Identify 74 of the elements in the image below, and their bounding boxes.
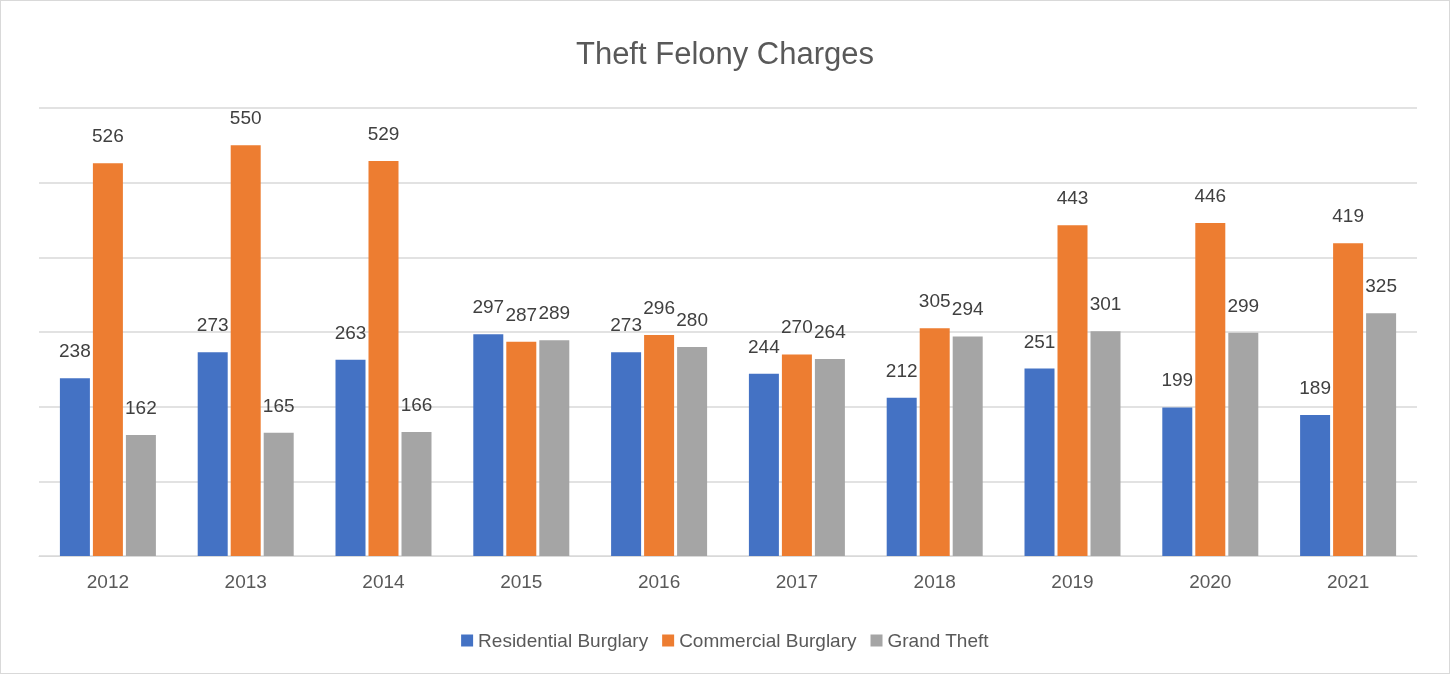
bar — [1162, 407, 1193, 556]
bar — [230, 145, 261, 556]
data-label: 263 — [334, 321, 367, 343]
data-label: 264 — [814, 320, 847, 342]
data-label: 297 — [472, 296, 505, 318]
data-label: 251 — [1023, 330, 1056, 352]
data-label: 325 — [1365, 275, 1397, 297]
legend-label: Grand Theft — [887, 630, 990, 651]
x-tick-label: 2012 — [86, 571, 130, 592]
data-label: 419 — [1332, 205, 1364, 227]
bar — [952, 336, 983, 556]
data-label: 550 — [229, 107, 262, 129]
data-label: 162 — [125, 397, 157, 419]
x-tick-label: 2021 — [1326, 571, 1370, 592]
bar — [1228, 332, 1259, 556]
x-tick-label: 2020 — [1189, 571, 1232, 592]
bar — [473, 334, 504, 556]
bar — [125, 435, 156, 556]
bar — [644, 334, 675, 556]
data-label: 273 — [196, 314, 229, 336]
data-label: 296 — [643, 296, 675, 318]
data-label: 526 — [92, 125, 124, 147]
bar — [197, 352, 228, 556]
bar — [919, 328, 950, 556]
bar — [748, 373, 779, 556]
x-tick-label: 2014 — [362, 571, 406, 592]
chart-title: Theft Felony Charges — [575, 36, 875, 71]
bar — [335, 359, 366, 556]
data-label: 289 — [538, 302, 571, 324]
data-label: 270 — [781, 316, 813, 338]
bar — [886, 397, 917, 556]
bar — [59, 378, 90, 556]
x-tick-label: 2019 — [1051, 571, 1094, 592]
data-label: 199 — [1161, 369, 1194, 391]
bar — [1300, 414, 1331, 556]
data-label: 244 — [748, 335, 781, 357]
data-label: 238 — [59, 340, 91, 362]
bar — [1024, 368, 1055, 556]
data-label: 165 — [262, 394, 295, 416]
bar — [263, 432, 294, 556]
bar — [368, 161, 399, 556]
legend-label: Commercial Burglary — [679, 630, 858, 651]
x-tick-label: 2017 — [775, 571, 819, 592]
bar — [92, 163, 123, 556]
bar — [611, 352, 642, 556]
data-label: 166 — [400, 394, 433, 416]
bar — [1366, 313, 1397, 556]
bar — [814, 358, 845, 556]
data-label: 446 — [1194, 184, 1227, 206]
bar — [539, 340, 570, 556]
bar — [781, 354, 812, 556]
data-label: 305 — [918, 290, 951, 312]
data-label: 212 — [885, 359, 918, 381]
legend-label: Residential Burglary — [478, 630, 649, 651]
x-tick-label: 2013 — [224, 571, 267, 592]
bar — [401, 432, 432, 556]
bar — [1333, 243, 1364, 556]
data-label: 299 — [1227, 294, 1260, 316]
bar — [1057, 225, 1088, 556]
data-label: 280 — [676, 308, 708, 330]
data-label: 443 — [1056, 187, 1089, 209]
bar — [506, 341, 537, 556]
bar — [677, 346, 708, 556]
x-tick-label: 2016 — [637, 571, 681, 592]
bar — [1195, 222, 1226, 556]
data-label: 273 — [610, 314, 642, 336]
x-tick-label: 2018 — [913, 571, 956, 592]
data-label: 294 — [951, 298, 984, 320]
data-label: 529 — [367, 123, 400, 145]
data-label: 189 — [1299, 376, 1331, 398]
data-label: 301 — [1089, 293, 1122, 315]
data-label: 287 — [505, 303, 538, 325]
bar — [1090, 331, 1121, 556]
x-tick-label: 2015 — [500, 571, 543, 592]
